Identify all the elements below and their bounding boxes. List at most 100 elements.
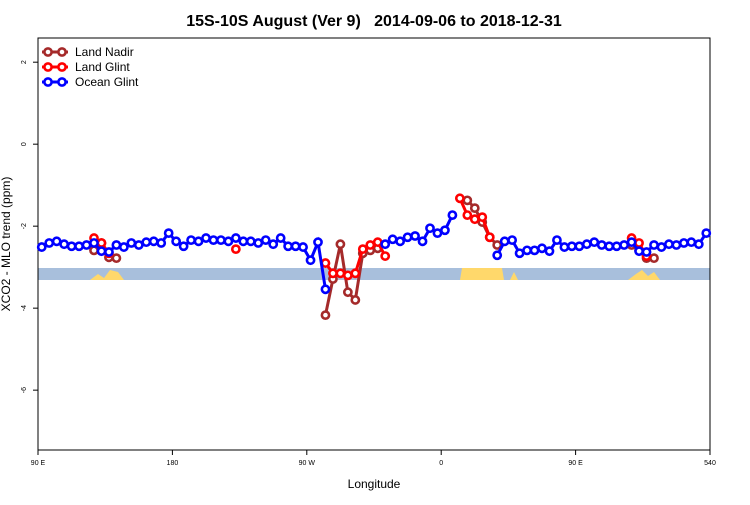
x-tick-label: 180	[167, 460, 179, 467]
land-patch	[510, 272, 518, 280]
data-point	[387, 234, 398, 245]
data-point	[693, 239, 704, 250]
data-point	[440, 225, 450, 236]
data-point	[290, 241, 301, 252]
y-tick-label: 2	[21, 60, 28, 64]
data-point	[74, 241, 84, 252]
data-point	[342, 270, 353, 281]
data-point	[552, 235, 562, 246]
data-point	[656, 242, 667, 252]
data-point	[245, 236, 256, 247]
data-point	[454, 193, 465, 204]
data-point	[574, 241, 585, 252]
data-point	[544, 246, 555, 257]
legend-marker	[43, 77, 53, 87]
data-point	[51, 236, 62, 247]
data-point	[462, 210, 473, 220]
data-point	[372, 237, 383, 248]
x-tick-label: 90 E	[31, 460, 46, 467]
data-point	[522, 245, 532, 256]
data-point	[589, 237, 600, 248]
data-point	[186, 235, 196, 246]
legend-marker	[57, 47, 67, 57]
data-point	[469, 203, 480, 214]
data-point	[701, 228, 712, 239]
legend-label: Land Glint	[75, 60, 130, 74]
y-tick-label: -2	[21, 223, 28, 229]
land-patch	[460, 268, 504, 280]
x-tick-label: 540	[704, 460, 716, 467]
data-point	[664, 239, 674, 250]
x-tick-label: 0	[439, 460, 443, 467]
data-point	[178, 241, 189, 252]
data-point	[96, 246, 107, 257]
data-point	[499, 236, 510, 247]
data-point	[634, 238, 644, 248]
data-point	[81, 240, 92, 250]
data-point	[604, 241, 615, 252]
data-point	[634, 246, 644, 257]
data-point	[335, 268, 346, 279]
data-point	[148, 236, 159, 247]
data-point	[559, 242, 570, 252]
data-point	[335, 239, 346, 250]
data-point	[298, 242, 308, 252]
data-point	[350, 295, 361, 305]
data-point	[410, 231, 420, 241]
data-point	[357, 244, 368, 255]
data-point	[566, 241, 577, 252]
data-point	[201, 233, 211, 243]
data-point	[447, 210, 458, 220]
data-point	[537, 243, 547, 254]
data-point	[36, 242, 47, 252]
data-point	[365, 240, 376, 250]
data-point	[678, 238, 689, 248]
y-axis-label: XCO2 - MLO trend (ppm)	[0, 177, 13, 312]
series-line	[92, 199, 654, 316]
data-point	[350, 268, 361, 279]
data-point	[89, 238, 99, 248]
data-point	[380, 251, 391, 261]
data-point	[141, 237, 152, 248]
y-tick-label: -6	[21, 387, 28, 393]
data-point	[425, 223, 435, 234]
legend-marker	[43, 47, 53, 57]
data-point	[395, 236, 406, 247]
y-tick-label: -4	[21, 305, 28, 311]
data-point	[216, 235, 226, 246]
legend-marker	[57, 77, 67, 87]
data-point	[104, 247, 114, 257]
land-patch	[90, 270, 124, 280]
ocean-band	[38, 268, 710, 280]
x-tick-label: 90 E	[568, 460, 583, 467]
data-point	[171, 236, 182, 247]
data-point	[641, 247, 652, 257]
legend-marker	[57, 62, 67, 72]
chart-title: 15S-10S August (Ver 9) 2014-09-06 to 201…	[186, 13, 562, 30]
data-point	[462, 195, 473, 206]
data-point	[260, 235, 271, 246]
data-point	[380, 239, 391, 250]
data-point	[320, 310, 331, 321]
data-point	[111, 240, 122, 250]
data-point	[469, 214, 480, 225]
data-point	[671, 240, 682, 250]
data-point	[223, 236, 234, 247]
data-point	[193, 236, 204, 247]
data-point	[596, 240, 607, 250]
data-point	[96, 238, 107, 248]
data-point	[44, 238, 55, 248]
data-point	[581, 239, 592, 250]
data-point	[111, 253, 122, 264]
data-point	[238, 236, 249, 247]
data-point	[320, 284, 331, 295]
data-point	[649, 240, 659, 250]
land-patch	[628, 270, 660, 280]
data-point	[492, 240, 503, 250]
data-point	[59, 239, 70, 250]
x-axis-label: Longitude	[348, 477, 401, 491]
data-point	[477, 212, 488, 223]
x-tick-label: 90 W	[299, 460, 316, 467]
data-point	[619, 240, 630, 250]
